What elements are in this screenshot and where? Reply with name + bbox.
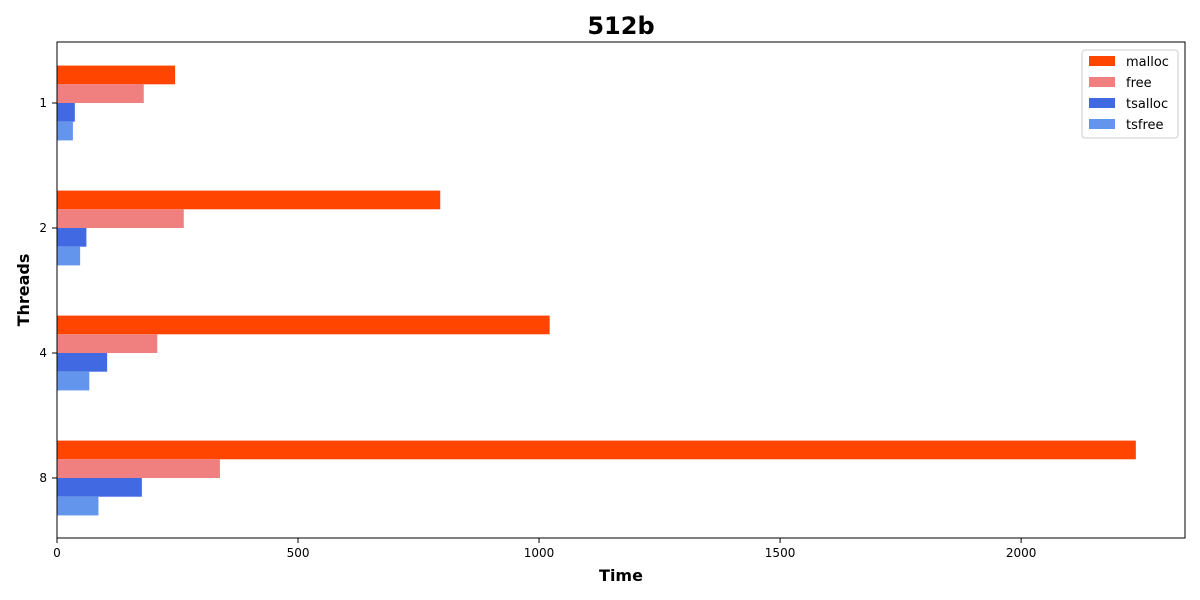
bar-tsalloc-threads-4 bbox=[57, 353, 108, 372]
legend-swatch-malloc bbox=[1089, 56, 1115, 66]
legend: malloc free tsalloc tsfree bbox=[1081, 49, 1179, 139]
legend-label-tsalloc: tsalloc bbox=[1126, 97, 1168, 112]
legend-label-free: free bbox=[1126, 76, 1152, 91]
x-axis-label: Time bbox=[599, 566, 643, 585]
bar-tsfree-threads-4 bbox=[57, 371, 90, 391]
bar-tsfree-threads-2 bbox=[57, 246, 81, 266]
x-axis-ticks: 0 500 1000 1500 2000 bbox=[53, 538, 1036, 560]
bar-tsalloc-threads-1 bbox=[57, 103, 75, 122]
bar-malloc-threads-2 bbox=[57, 190, 441, 210]
bar-malloc-threads-4 bbox=[57, 315, 550, 335]
legend-swatch-tsfree bbox=[1089, 119, 1115, 129]
bar-tsalloc-threads-8 bbox=[57, 478, 142, 497]
x-tick-label: 2000 bbox=[1006, 546, 1037, 560]
y-axis-label: Threads bbox=[14, 254, 33, 327]
legend-label-tsfree: tsfree bbox=[1126, 118, 1164, 133]
bar-free-threads-4 bbox=[57, 334, 158, 353]
bar-malloc-threads-1 bbox=[57, 65, 176, 85]
y-tick-label: 2 bbox=[39, 221, 47, 235]
bar-malloc-threads-8 bbox=[57, 440, 1136, 460]
x-tick-label: 0 bbox=[53, 546, 61, 560]
bar-free-threads-8 bbox=[57, 459, 220, 478]
x-tick-label: 1500 bbox=[765, 546, 796, 560]
legend-swatch-tsalloc bbox=[1089, 98, 1115, 108]
bar-free-threads-1 bbox=[57, 84, 144, 103]
y-axis-ticks: 1 2 4 8 bbox=[39, 96, 57, 485]
bar-tsfree-threads-8 bbox=[57, 496, 99, 516]
bar-tsfree-threads-1 bbox=[57, 121, 73, 141]
x-tick-label: 500 bbox=[287, 546, 310, 560]
legend-swatch-free bbox=[1089, 77, 1115, 87]
y-tick-label: 4 bbox=[39, 346, 47, 360]
legend-box bbox=[1081, 49, 1179, 139]
bars-layer bbox=[57, 65, 1136, 516]
legend-label-malloc: malloc bbox=[1126, 55, 1169, 70]
y-tick-label: 1 bbox=[39, 96, 47, 110]
x-tick-label: 1000 bbox=[524, 546, 555, 560]
y-tick-label: 8 bbox=[39, 471, 47, 485]
plot-frame bbox=[56, 41, 1186, 539]
bar-tsalloc-threads-2 bbox=[57, 228, 87, 247]
bar-free-threads-2 bbox=[57, 209, 184, 228]
chart-title: 512b bbox=[587, 12, 654, 40]
